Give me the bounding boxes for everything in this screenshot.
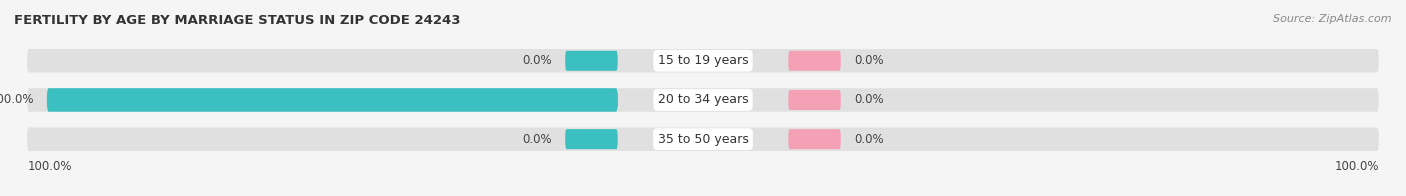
Text: 100.0%: 100.0% <box>27 160 72 172</box>
Text: 0.0%: 0.0% <box>523 133 553 146</box>
Text: 20 to 34 years: 20 to 34 years <box>658 93 748 106</box>
Text: 35 to 50 years: 35 to 50 years <box>658 133 748 146</box>
FancyBboxPatch shape <box>565 90 617 110</box>
Text: 0.0%: 0.0% <box>853 54 883 67</box>
FancyBboxPatch shape <box>565 129 617 149</box>
FancyBboxPatch shape <box>27 49 1379 73</box>
Text: 15 to 19 years: 15 to 19 years <box>658 54 748 67</box>
FancyBboxPatch shape <box>46 88 617 112</box>
Text: 0.0%: 0.0% <box>853 133 883 146</box>
FancyBboxPatch shape <box>27 127 1379 151</box>
FancyBboxPatch shape <box>789 51 841 71</box>
Text: 100.0%: 100.0% <box>1334 160 1379 172</box>
Text: 0.0%: 0.0% <box>523 54 553 67</box>
Text: Source: ZipAtlas.com: Source: ZipAtlas.com <box>1274 14 1392 24</box>
Text: 0.0%: 0.0% <box>853 93 883 106</box>
FancyBboxPatch shape <box>565 51 617 71</box>
Text: FERTILITY BY AGE BY MARRIAGE STATUS IN ZIP CODE 24243: FERTILITY BY AGE BY MARRIAGE STATUS IN Z… <box>14 14 461 27</box>
FancyBboxPatch shape <box>27 88 1379 112</box>
FancyBboxPatch shape <box>789 90 841 110</box>
FancyBboxPatch shape <box>789 129 841 149</box>
Text: 100.0%: 100.0% <box>0 93 34 106</box>
